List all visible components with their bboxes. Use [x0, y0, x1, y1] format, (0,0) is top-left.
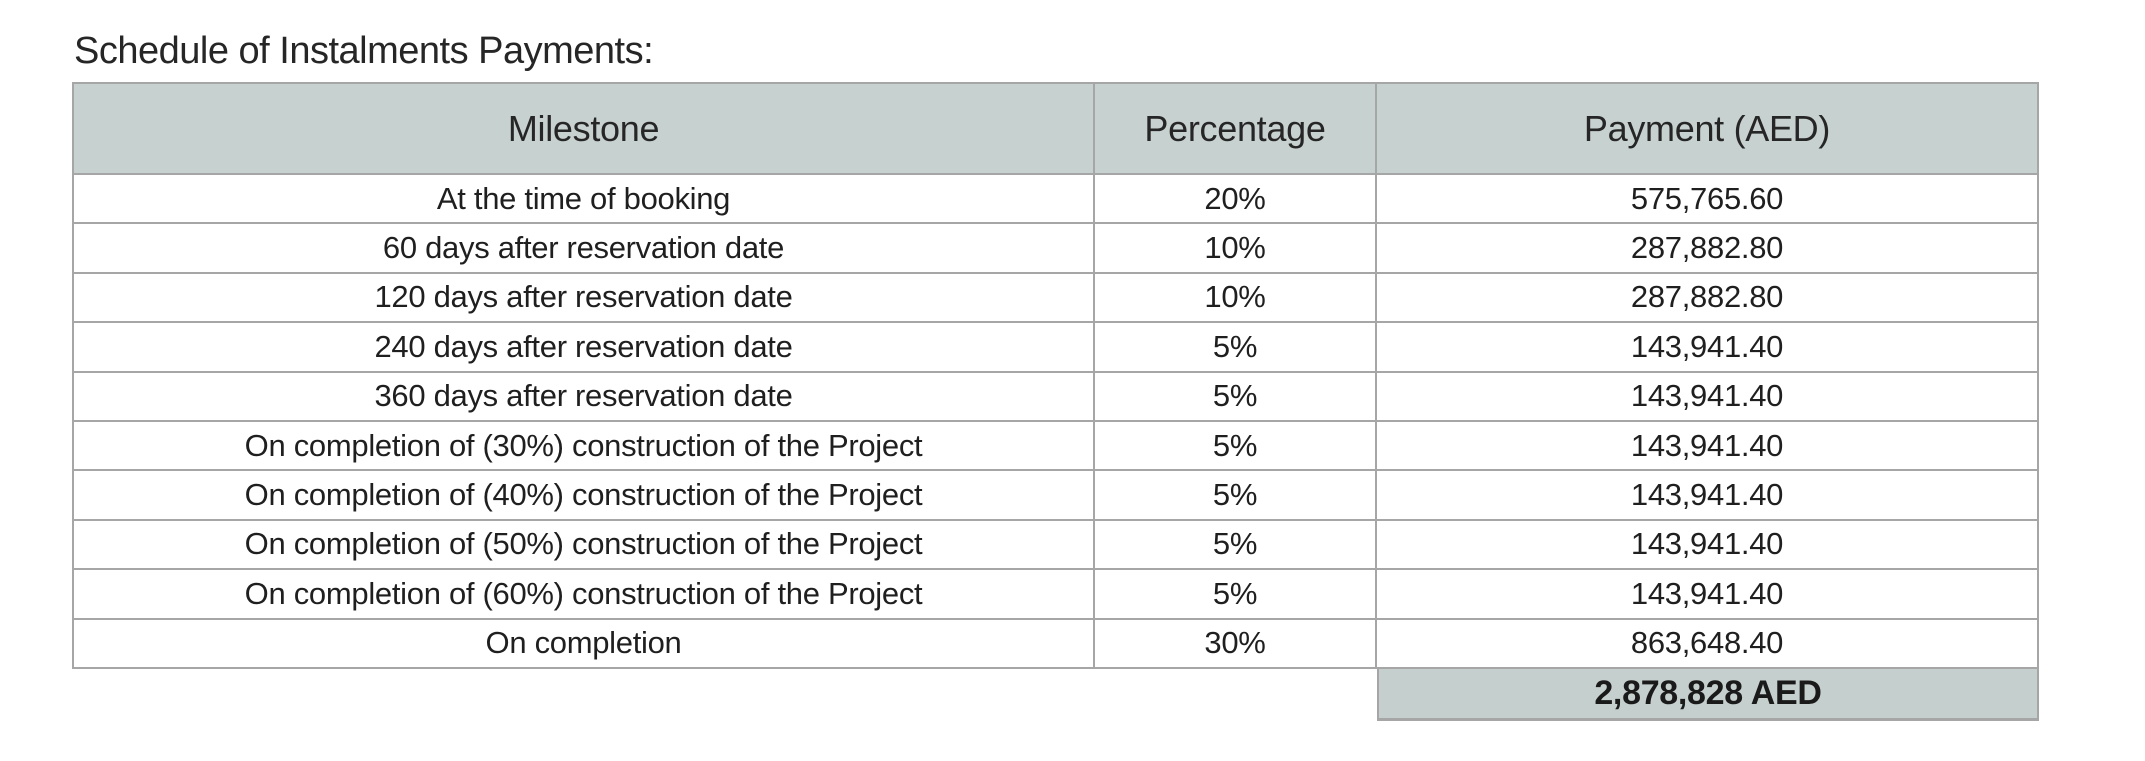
cell-percentage: 5% [1095, 471, 1377, 521]
cell-percentage: 10% [1095, 273, 1377, 324]
cell-payment: 287,882.80 [1377, 273, 2039, 324]
instalments-table-body: Milestone Percentage Payment (AED) At th… [72, 82, 2039, 669]
total-payment-cell: 2,878,828 AED [1377, 668, 2039, 721]
table-row: On completion 30% 863,648.40 [74, 619, 2039, 669]
cell-percentage: 5% [1095, 323, 1377, 373]
table-row: 360 days after reservation date 5% 143,9… [74, 372, 2039, 422]
header-percentage: Percentage [1095, 84, 1377, 175]
table-row: On completion of (50%) construction of t… [74, 520, 2039, 571]
table-total-row: 2,878,828 AED [72, 668, 2039, 721]
instalments-table: Milestone Percentage Payment (AED) At th… [72, 82, 2039, 721]
cell-payment: 575,765.60 [1377, 175, 2039, 225]
cell-payment: 143,941.40 [1377, 323, 2039, 373]
table-row: On completion of (30%) construction of t… [74, 421, 2039, 472]
table-row: 60 days after reservation date 10% 287,8… [74, 224, 2039, 274]
cell-milestone: 240 days after reservation date [74, 323, 1095, 373]
cell-percentage: 30% [1095, 619, 1377, 669]
cell-milestone: On completion of (30%) construction of t… [74, 421, 1095, 472]
cell-milestone: 360 days after reservation date [74, 372, 1095, 422]
cell-payment: 143,941.40 [1377, 520, 2039, 571]
cell-percentage: 10% [1095, 224, 1377, 274]
cell-milestone: At the time of booking [74, 175, 1095, 225]
cell-payment: 863,648.40 [1377, 619, 2039, 669]
cell-milestone: On completion [74, 619, 1095, 669]
table-row: On completion of (40%) construction of t… [74, 471, 2039, 521]
cell-percentage: 5% [1095, 421, 1377, 472]
cell-payment: 143,941.40 [1377, 372, 2039, 422]
table-row: 120 days after reservation date 10% 287,… [74, 273, 2039, 324]
table-row: At the time of booking 20% 575,765.60 [74, 175, 2039, 225]
cell-percentage: 20% [1095, 175, 1377, 225]
table-row: On completion of (60%) construction of t… [74, 570, 2039, 620]
table-header-row: Milestone Percentage Payment (AED) [74, 84, 2039, 175]
cell-payment: 287,882.80 [1377, 224, 2039, 274]
total-row-spacer [72, 669, 1377, 721]
cell-milestone: On completion of (60%) construction of t… [74, 570, 1095, 620]
cell-milestone: On completion of (40%) construction of t… [74, 471, 1095, 521]
cell-percentage: 5% [1095, 570, 1377, 620]
cell-milestone: On completion of (50%) construction of t… [74, 520, 1095, 571]
section-title: Schedule of Instalments Payments: [74, 30, 654, 72]
cell-payment: 143,941.40 [1377, 421, 2039, 472]
cell-payment: 143,941.40 [1377, 471, 2039, 521]
header-payment: Payment (AED) [1377, 84, 2039, 175]
cell-payment: 143,941.40 [1377, 570, 2039, 620]
cell-milestone: 60 days after reservation date [74, 224, 1095, 274]
table-row: 240 days after reservation date 5% 143,9… [74, 323, 2039, 373]
header-milestone: Milestone [74, 84, 1095, 175]
cell-percentage: 5% [1095, 520, 1377, 571]
cell-milestone: 120 days after reservation date [74, 273, 1095, 324]
cell-percentage: 5% [1095, 372, 1377, 422]
